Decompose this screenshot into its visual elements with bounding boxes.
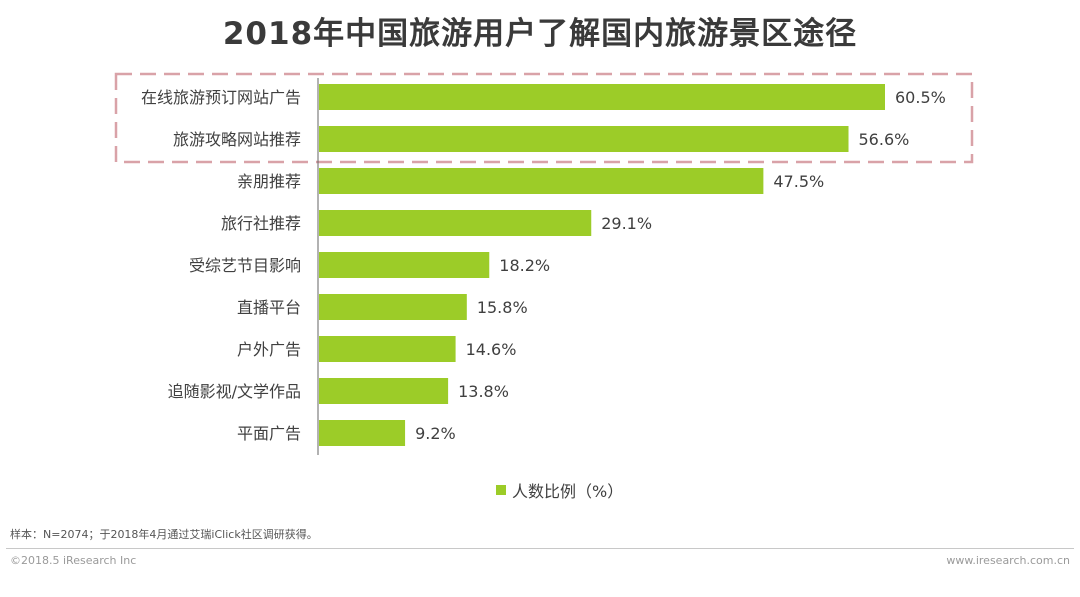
legend-swatch xyxy=(496,485,506,495)
bar-chart: 在线旅游预订网站广告旅游攻略网站推荐亲朋推荐旅行社推荐受综艺节目影响直播平台户外… xyxy=(114,72,974,455)
bar-6 xyxy=(319,336,456,362)
bar-5 xyxy=(319,294,467,320)
category-label: 旅行社推荐 xyxy=(221,214,301,233)
bar-3 xyxy=(319,210,592,236)
bar-0 xyxy=(319,84,885,110)
legend-label: 人数比例（%） xyxy=(512,482,624,501)
bar-1 xyxy=(319,126,849,152)
value-label: 47.5% xyxy=(773,172,824,191)
category-label: 平面广告 xyxy=(237,424,301,443)
value-label: 29.1% xyxy=(601,214,652,233)
value-label: 60.5% xyxy=(895,88,946,107)
copyright-text: ©2018.5 iResearch Inc xyxy=(10,554,137,567)
bar-2 xyxy=(319,168,764,194)
category-label: 在线旅游预订网站广告 xyxy=(141,88,301,107)
highlight-box xyxy=(114,72,974,164)
category-label: 追随影视/文学作品 xyxy=(168,382,301,401)
source-footnote: 样本：N=2074；于2018年4月通过艾瑞iClick社区调研获得。 xyxy=(10,528,318,541)
website-text: www.iresearch.com.cn xyxy=(946,554,1070,567)
category-label: 受综艺节目影响 xyxy=(189,256,301,275)
bar-8 xyxy=(319,420,406,446)
category-label: 旅游攻略网站推荐 xyxy=(173,130,301,149)
value-label: 18.2% xyxy=(499,256,550,275)
value-label: 13.8% xyxy=(458,382,509,401)
legend: 人数比例（%） xyxy=(496,478,623,502)
bar-7 xyxy=(319,378,449,404)
footer-divider xyxy=(6,548,1074,549)
value-label: 15.8% xyxy=(477,298,528,317)
category-label: 户外广告 xyxy=(237,340,301,359)
value-label: 14.6% xyxy=(466,340,517,359)
category-label: 亲朋推荐 xyxy=(237,172,301,191)
category-label: 直播平台 xyxy=(237,298,301,317)
bar-4 xyxy=(319,252,490,278)
value-label: 56.6% xyxy=(859,130,910,149)
value-label: 9.2% xyxy=(415,424,456,443)
chart-title: 2018年中国旅游用户了解国内旅游景区途径 xyxy=(222,16,858,52)
